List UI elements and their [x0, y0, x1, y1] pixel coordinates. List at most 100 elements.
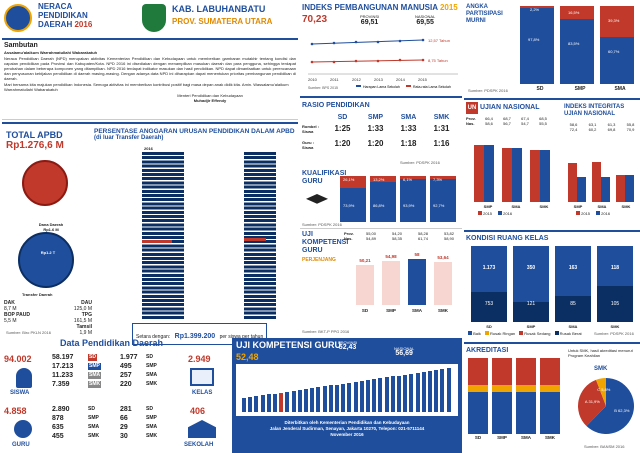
ipm-year-tick: 2013: [374, 77, 384, 82]
province-name: PROV. SUMATERA UTARA: [172, 17, 273, 26]
title-line-1: NERACA: [38, 2, 73, 11]
ruang-kelas-bar-ringan: [555, 295, 591, 322]
un-cat: SMK: [539, 204, 549, 209]
kualifikasi-label-below: 26,1%: [343, 177, 355, 182]
rasio-rombel-label: Rombel : Siswa: [302, 124, 320, 134]
dak-value: 8,7 M: [4, 306, 17, 312]
tamsil-row: Tamsil: [4, 324, 92, 330]
kelas-row: 1.977 SD: [120, 354, 170, 361]
ukg-nas-label: Nas.: [344, 236, 353, 241]
kemdikbud-logo: [4, 4, 32, 32]
ukg-panel: UJI KOMPETENSI GURU PERJENJANG Prov. 55,…: [300, 228, 462, 338]
ukg-daerah-bar: [316, 387, 321, 412]
pie-slice-c: [596, 378, 606, 406]
akreditasi-bar-a: [492, 358, 512, 385]
ukg-nas-value: 54,89: [365, 236, 376, 241]
un-legend-2016-swatch: [498, 211, 503, 215]
dana-daerah-value: Rp1.6 M: [43, 227, 59, 232]
ruang-kelas-bar-ringan: [471, 292, 507, 322]
ukg-daerah-prov-label: PROVINSI: [338, 340, 358, 345]
un-legend-2016: 2016: [498, 211, 512, 216]
siswa-row-level: SMK: [88, 381, 102, 388]
un-legend: 2015 2016: [478, 211, 512, 216]
ipm-point: [310, 60, 314, 64]
ukg-cat: SMK: [438, 308, 448, 313]
ipm-legend-harapan-swatch: [356, 85, 361, 87]
ukg-daerah-bar: [428, 371, 432, 412]
header-title: NERACA PENDIDIKAN DAERAH 2016: [38, 2, 92, 29]
rasio-grid: SD SMP SMA SMK 1:25 1:33 1:33 1:31 1:20 …: [326, 114, 460, 148]
ukg-daerah-nas-value: 56,69: [395, 350, 413, 357]
legend-sedang-text: Rusak Sedang: [524, 331, 551, 336]
iiun-cat: SMA: [597, 204, 607, 209]
akreditasi-cat: SMP: [497, 435, 507, 440]
ukg-daerah-bar: [434, 370, 439, 412]
kelas-label: KELAS: [192, 390, 213, 396]
legend-ringan-text: Rusak Ringan: [490, 331, 516, 336]
siswa-row-level: SMA: [88, 372, 102, 379]
apbd-pct-footer-label: Setara dengan:: [136, 334, 171, 340]
sekolah-row-value: 281: [120, 406, 132, 413]
rasio-levels: SD SMP SMA SMK: [326, 114, 460, 121]
ruang-kelas-label-ringan: 121: [526, 300, 536, 307]
kelas-block: 1.977 SD 495 SMP 257 SMA 220 SMK 2.949 KELAS: [118, 352, 230, 400]
apm-bar-smp: 83,5% 16,5%: [560, 6, 594, 84]
iiun-prov-value: 63,1: [588, 122, 597, 127]
sekolah-row-value: 30: [120, 433, 128, 440]
kualifikasi-bar: 93,9% 6,1%: [400, 176, 426, 222]
region-name: KAB. LABUHANBATU: [172, 4, 266, 14]
ukg-chart: 50,21 SD 54,98 SMP 58 SMA 53,64 SMK: [356, 247, 460, 313]
kualifikasi-label-below: 7,3%: [433, 177, 443, 182]
apbd-pie-dana: [22, 160, 68, 206]
legend-sedang-swatch: [519, 331, 524, 335]
kualifikasi-bar-above: [430, 179, 456, 222]
dana-daerah-label: Dana Daerah Rp1.6 M: [26, 222, 76, 232]
sekolah-row-value: 66: [120, 415, 128, 422]
iiun-legend-2016: 2016: [596, 211, 610, 216]
tamsil-values-row: 1,9 M: [4, 330, 92, 336]
apm-panel: ANGKA PARTISIPASI MURNI 97,8% 2,2% 83,5%…: [464, 0, 640, 96]
ukg-daerah-footer: Diterbitkan oleh Kementerian Pendidikan …: [236, 420, 458, 438]
akreditasi-note: Untuk SMK, hasil akreditasi menurut Prog…: [568, 348, 633, 358]
iiun-nas-value: 69,8: [607, 127, 616, 132]
un-cat: SMP: [483, 204, 493, 209]
apbd-pie-transfer: [18, 232, 74, 288]
ukg-bar: 50,21: [356, 258, 374, 305]
guru-label: GURU: [12, 442, 30, 448]
ipm-rata-points: [310, 58, 425, 64]
legend-ringan-swatch: [484, 331, 489, 335]
apbd-pct-bars-right: [200, 152, 296, 320]
kualifikasi-bar-above: [370, 182, 396, 222]
ukg-daerah-bar: [335, 384, 339, 412]
un-prov-value: 68,7: [503, 116, 511, 121]
ruang-kelas-title: KONDISI RUANG KELAS: [466, 235, 549, 242]
apbd-pct-bars-left: [96, 152, 196, 320]
ruang-kelas-bar: 163 85: [555, 246, 591, 322]
bop-value: 5,5 M: [4, 318, 17, 324]
ukg-bar: 54,98: [382, 254, 400, 305]
akreditasi-bar: [468, 358, 488, 434]
apm-bar-sma-top: 39,3%: [608, 18, 620, 23]
rasio-rombel-row: 1:25 1:33 1:33 1:31: [326, 124, 460, 133]
dau-value: 125,0 M: [73, 306, 92, 312]
kualifikasi-bar-above: [400, 178, 426, 222]
ukg-daerah-bar: [322, 386, 327, 412]
header: NERACA PENDIDIKAN DAERAH 2016 KAB. LABUH…: [0, 0, 300, 38]
ipm-legend-harapan: Harapan Lama Sekolah: [363, 85, 400, 89]
ukg-daerah-bar: [347, 382, 352, 412]
apm-cat-sma: SMA: [614, 86, 626, 92]
ukg-daerah-bar: [285, 391, 290, 412]
apm-bar-sd-label: 97,8%: [528, 37, 540, 43]
transfer-daerah-label: Rp1.2 T: [22, 250, 74, 255]
un-nas-value: 54,7: [521, 121, 529, 126]
ukg-nas-value: 58,90: [443, 236, 454, 241]
apbd-pct-title: PERSENTASE ANGGARAN URUSAN PENDIDIKAN DA…: [94, 128, 295, 135]
ukg-daerah-bar: [310, 388, 315, 412]
rasio-level: SMK: [433, 114, 450, 121]
kualifikasi-title: KUALIFIKASI GURU: [302, 170, 347, 185]
ukg-daerah-bar: [248, 397, 253, 412]
ukg-daerah-bar: [440, 369, 445, 412]
kualifikasi-label-above: 73,9%: [343, 203, 355, 208]
ukg-daerah-bar: [390, 376, 395, 412]
ukg-prov-value: 55,00: [365, 231, 376, 236]
